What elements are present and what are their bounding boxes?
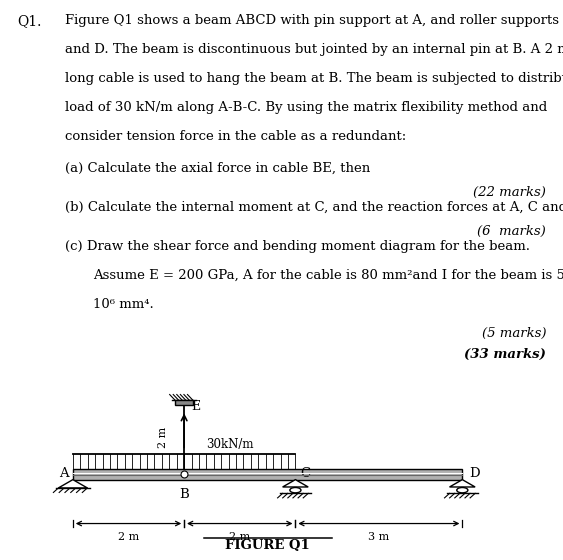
Polygon shape bbox=[449, 479, 475, 487]
Text: Assume E = 200 GPa, A for the cable is 80 mm²and I for the beam is 50 ×: Assume E = 200 GPa, A for the cable is 8… bbox=[93, 269, 563, 282]
Circle shape bbox=[290, 488, 301, 493]
Text: (b) Calculate the internal moment at C, and the reaction forces at A, C and D: (b) Calculate the internal moment at C, … bbox=[65, 200, 563, 213]
Text: (33 marks): (33 marks) bbox=[464, 348, 546, 361]
Polygon shape bbox=[283, 479, 308, 487]
Text: E: E bbox=[191, 400, 200, 413]
Text: (a) Calculate the axial force in cable BE, then: (a) Calculate the axial force in cable B… bbox=[65, 161, 370, 174]
Text: 2 m: 2 m bbox=[118, 533, 139, 542]
Text: 2 m: 2 m bbox=[229, 533, 251, 542]
Text: 2 m: 2 m bbox=[158, 427, 168, 447]
Text: and D. The beam is discontinuous but jointed by an internal pin at B. A 2 m: and D. The beam is discontinuous but joi… bbox=[65, 43, 563, 56]
Text: B: B bbox=[179, 488, 189, 501]
Text: 10⁶ mm⁴.: 10⁶ mm⁴. bbox=[93, 298, 154, 311]
Text: load of 30 kN/m along A-B-C. By using the matrix flexibility method and: load of 30 kN/m along A-B-C. By using th… bbox=[65, 101, 547, 114]
Text: (c) Draw the shear force and bending moment diagram for the beam.: (c) Draw the shear force and bending mom… bbox=[65, 240, 530, 253]
Bar bbox=[175, 400, 193, 405]
Text: 30kN/m: 30kN/m bbox=[207, 438, 254, 451]
Circle shape bbox=[457, 488, 468, 493]
Text: consider tension force in the cable as a redundant:: consider tension force in the cable as a… bbox=[65, 130, 406, 143]
Text: FIGURE Q1: FIGURE Q1 bbox=[225, 539, 310, 552]
Polygon shape bbox=[59, 479, 87, 488]
Text: D: D bbox=[469, 467, 480, 480]
Text: Q1.: Q1. bbox=[17, 14, 41, 28]
Text: A: A bbox=[59, 467, 69, 480]
Text: 3 m: 3 m bbox=[368, 533, 390, 542]
Text: C: C bbox=[300, 467, 310, 480]
Text: (6  marks): (6 marks) bbox=[477, 225, 546, 238]
Text: long cable is used to hang the beam at B. The beam is subjected to distributed: long cable is used to hang the beam at B… bbox=[65, 72, 563, 85]
Text: (5 marks): (5 marks) bbox=[481, 327, 546, 340]
FancyBboxPatch shape bbox=[73, 469, 462, 479]
Text: Figure Q1 shows a beam ABCD with pin support at A, and roller supports at C: Figure Q1 shows a beam ABCD with pin sup… bbox=[65, 14, 563, 27]
Text: (22 marks): (22 marks) bbox=[473, 186, 546, 199]
